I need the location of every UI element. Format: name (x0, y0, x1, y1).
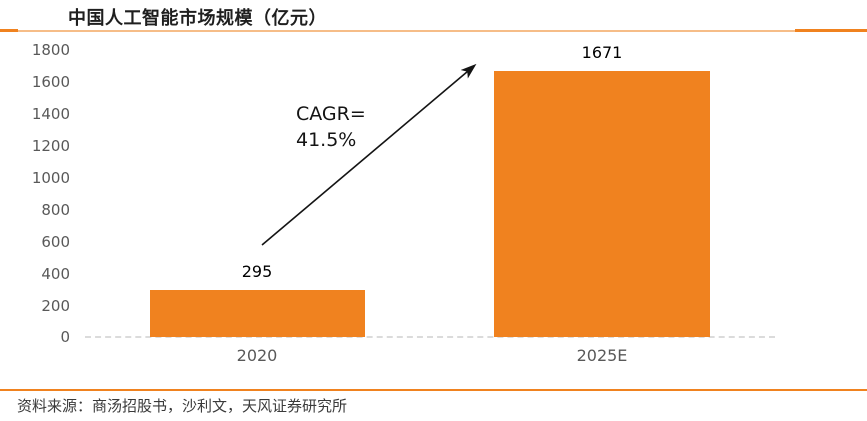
y-tick-label: 1800 (31, 41, 70, 60)
growth-arrow (261, 63, 477, 246)
title-underline-accent-right (795, 29, 867, 32)
bar (150, 289, 365, 337)
footer-rule (0, 389, 867, 391)
y-tick-label: 0 (60, 328, 70, 347)
cagr-annotation-line1: CAGR= (296, 103, 366, 125)
chart-title: 中国人工智能市场规模（亿元） (68, 8, 327, 29)
source-note: 资料来源：商汤招股书，沙利文，天风证券研究所 (17, 397, 348, 415)
y-tick-label: 1600 (31, 73, 70, 92)
y-tick-label: 1000 (31, 168, 70, 187)
y-tick-label: 400 (41, 264, 70, 283)
y-tick-label: 1200 (31, 137, 70, 156)
x-axis-line (85, 336, 775, 338)
y-tick-label: 1400 (31, 105, 70, 124)
bar (494, 70, 710, 337)
y-tick-label: 800 (41, 200, 70, 219)
x-tick-label-2025e: 2025E (576, 346, 628, 365)
title-underline-accent-left (0, 29, 18, 32)
title-underline (0, 30, 867, 32)
y-axis: 1800 1600 1400 1200 1000 800 600 400 200 0 (0, 0, 70, 360)
cagr-annotation: CAGR= 41.5% (296, 101, 366, 153)
bar-value-label: 295 (241, 261, 273, 281)
x-tick-label-2020: 2020 (236, 346, 278, 365)
cagr-annotation-line2: 41.5% (296, 129, 357, 151)
y-tick-label: 200 (41, 296, 70, 315)
bar-value-label: 1671 (581, 42, 623, 62)
y-tick-label: 600 (41, 232, 70, 251)
